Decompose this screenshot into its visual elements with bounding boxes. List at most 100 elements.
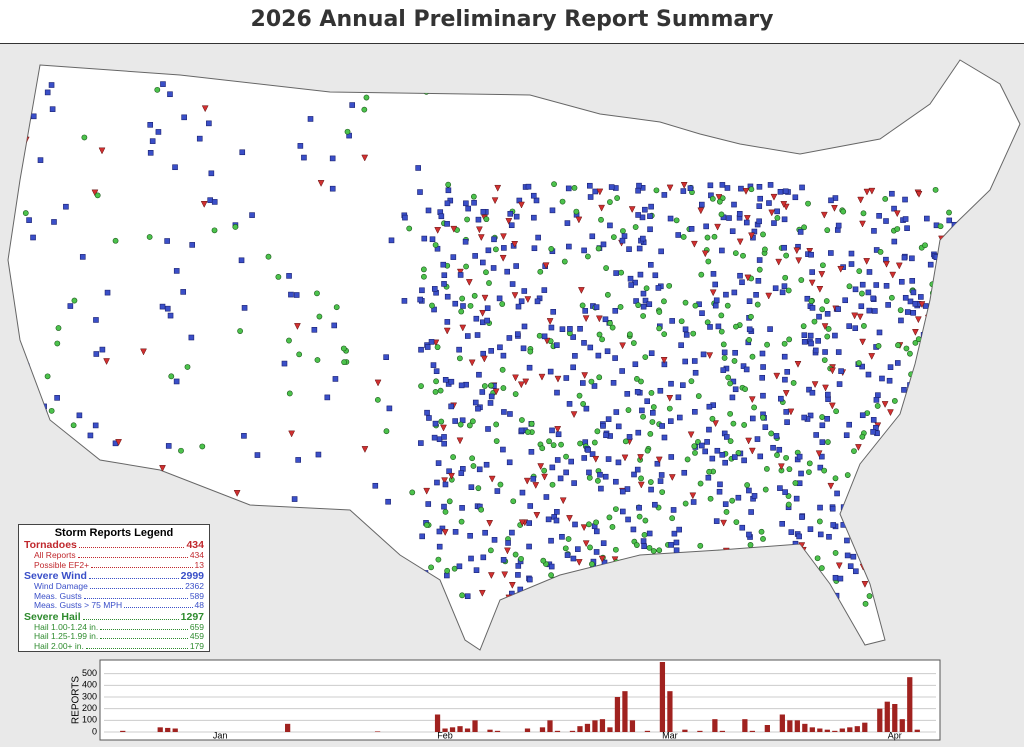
x-tick-label: Mar: [662, 730, 678, 740]
wind-marker: [598, 485, 604, 492]
wind-marker: [784, 597, 790, 604]
hail-marker: [934, 468, 941, 475]
wind-marker: [842, 297, 848, 304]
wind-marker: [948, 350, 955, 356]
wind-marker: [942, 338, 948, 344]
tornado-marker: [596, 188, 604, 196]
wind-marker: [706, 403, 713, 410]
wind-marker: [658, 472, 665, 478]
hail-marker: [429, 302, 435, 309]
wind-marker: [722, 501, 729, 507]
hail-marker: [589, 561, 595, 568]
num: 2362: [185, 581, 204, 591]
wind-marker: [458, 470, 465, 476]
wind-marker: [543, 494, 550, 500]
tornado-marker: [782, 390, 790, 397]
wind-marker: [707, 182, 714, 189]
hail-marker: [932, 186, 939, 193]
wind-marker: [592, 188, 599, 195]
wind-marker: [530, 192, 537, 199]
wind-marker: [600, 599, 606, 606]
hail-marker: [423, 522, 430, 528]
wind-marker: [167, 312, 174, 319]
hail-marker: [715, 575, 721, 581]
hail-marker: [864, 520, 870, 527]
hail-marker: [832, 475, 839, 482]
wind-marker: [676, 414, 683, 421]
wind-marker: [712, 302, 719, 309]
tornado-marker: [828, 402, 836, 410]
hail-marker: [808, 298, 815, 305]
wind-marker: [597, 471, 603, 478]
wind-marker: [307, 116, 314, 122]
tornado-marker: [440, 424, 447, 432]
tornado-marker: [637, 481, 645, 489]
wind-marker: [931, 566, 938, 573]
hail-marker: [640, 313, 647, 319]
nm: Tornadoes: [24, 539, 77, 551]
wind-marker: [500, 446, 506, 453]
wind-marker: [904, 225, 910, 231]
hail-marker: [451, 565, 458, 572]
wind-marker: [901, 254, 908, 261]
hail-marker: [70, 422, 77, 429]
tornado-marker: [140, 348, 147, 356]
hail-marker: [8, 390, 13, 397]
wind-marker: [518, 298, 525, 305]
tornado-marker: [806, 248, 814, 255]
wind-marker: [631, 471, 637, 478]
wind-marker: [672, 582, 678, 589]
tornado-marker: [808, 279, 816, 287]
hail-marker: [928, 583, 934, 590]
hail-marker: [759, 414, 766, 421]
wind-marker: [668, 380, 674, 387]
wind-marker: [485, 247, 492, 254]
y-tick-label: 300: [82, 691, 97, 701]
wind-marker: [593, 528, 600, 535]
wind-marker: [531, 214, 537, 221]
wind-marker: [937, 396, 944, 402]
wind-marker: [487, 400, 494, 406]
tornado-marker: [476, 226, 483, 234]
tornado-marker: [934, 391, 941, 399]
wind-marker: [570, 364, 576, 371]
tornado-marker: [861, 581, 869, 588]
bar: [877, 708, 883, 732]
tornado-marker: [742, 188, 750, 195]
wind-marker: [678, 342, 684, 348]
wind-marker: [549, 207, 556, 214]
wind-marker: [585, 447, 591, 453]
wind-marker: [372, 482, 379, 489]
bar: [682, 729, 688, 732]
wind-marker: [682, 358, 689, 365]
hail-marker: [682, 500, 689, 507]
wind-marker: [525, 183, 532, 190]
hail-marker: [727, 380, 734, 387]
wind-marker: [871, 228, 877, 234]
hail-marker: [912, 464, 919, 471]
wind-marker: [756, 218, 762, 225]
hail-marker: [732, 250, 739, 257]
hail-marker: [678, 318, 685, 325]
wind-marker: [490, 265, 497, 271]
hail-marker: [906, 445, 913, 452]
wind-marker: [687, 185, 694, 191]
wind-marker: [922, 303, 929, 309]
hail-marker: [876, 557, 883, 564]
wind-marker: [587, 194, 594, 200]
wind-marker: [642, 297, 649, 304]
bar: [457, 726, 463, 732]
tornado-marker: [554, 426, 562, 433]
wind-marker: [754, 436, 761, 442]
hail-marker: [644, 447, 651, 454]
hail-marker: [818, 565, 825, 571]
wind-marker: [635, 212, 641, 218]
hail-marker: [340, 345, 347, 352]
wind-marker: [448, 378, 455, 385]
wind-marker: [741, 598, 747, 605]
hail-marker: [595, 245, 602, 252]
nm: Wind Damage: [34, 581, 88, 591]
hail-marker: [661, 298, 667, 305]
hail-marker: [612, 546, 619, 553]
hail-marker: [459, 295, 466, 302]
